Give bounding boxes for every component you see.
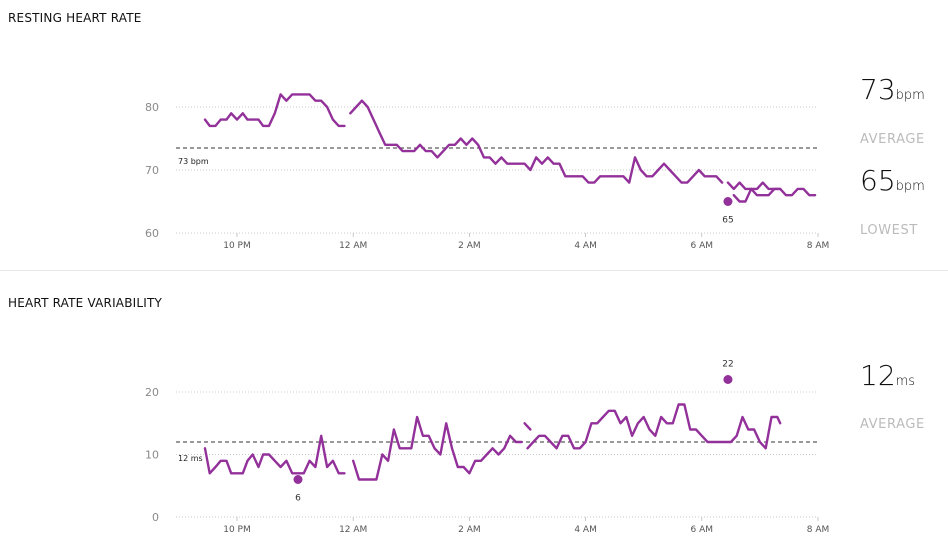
hrv-series-line [203,434,346,475]
rhr-lowest-stat: 65bpm [860,164,925,197]
rhr-x-tick-label: 8 AM [807,241,830,251]
rhr-x-tick-label: 12 AM [339,241,367,251]
hrv-marker-min-dot [293,475,303,484]
rhr-x-tick-label: 6 AM [691,241,714,251]
rhr-lowest-value: 65 [860,164,896,197]
resting-heart-rate-title: RESTING HEART RATE [8,11,142,25]
heart-rate-variability-chart: 0 10 20 10 PM 12 AM 2 AM 4 AM 6 AM 8 AM 12 ms 6 22 [145,360,830,536]
resting-heart-rate-chart: 60 70 80 10 PM 12 AM 2 AM 4 AM 6 AM 8 AM 73 bpm 65 [145,93,830,251]
rhr-x-tick-label: 4 AM [574,241,597,251]
section-divider [0,270,948,271]
rhr-x-tick-label: 2 AM [458,241,481,251]
hrv-y-tick-label: 10 [145,449,159,462]
hrv-average-stat: 12ms [860,359,915,392]
resting-heart-rate-section: RESTING HEART RATE 60 70 80 10 PM 12 AM 2 AM 4… [0,0,948,270]
rhr-average-value: 73 [860,73,896,106]
rhr-series-line [349,99,724,184]
hrv-y-tick-label: 0 [152,511,159,524]
hrv-marker-max-dot [723,375,733,384]
hrv-series-line [526,403,782,450]
rhr-y-tick-label: 70 [145,164,159,177]
hrv-series-line [523,422,532,431]
hrv-x-tick-label: 10 PM [223,525,251,535]
rhr-marker-label: 65 [722,216,733,226]
hrv-series-line [352,415,523,481]
rhr-series-line [203,93,346,128]
hrv-marker-max-label: 22 [722,360,733,370]
rhr-average-unit: bpm [895,88,925,103]
hrv-marker-min-label: 6 [295,494,301,504]
rhr-average-line-label: 73 bpm [178,157,209,166]
hrv-x-tick-label: 2 AM [458,525,481,535]
heart-rate-variability-section: HEART RATE VARIABILITY 0 10 20 10 PM 12 AM 2 … [0,270,948,550]
hrv-x-tick-label: 8 AM [807,525,830,535]
rhr-lowest-unit: bpm [895,179,925,194]
hrv-average-value: 12 [860,359,896,392]
rhr-x-tick-label: 10 PM [223,241,251,251]
rhr-average-stat: 73bpm [860,73,925,106]
hrv-average-label: AVERAGE [860,417,925,432]
hrv-x-tick-label: 6 AM [691,525,714,535]
hrv-average-line-label: 12 ms [178,454,203,463]
rhr-average-label: AVERAGE [860,132,925,147]
rhr-series-line [726,181,817,197]
hrv-x-tick-label: 4 AM [574,525,597,535]
hrv-average-unit: ms [895,374,916,389]
rhr-y-tick-label: 80 [145,101,159,114]
hrv-x-tick-label: 12 AM [339,525,367,535]
hrv-y-tick-label: 20 [145,386,159,399]
rhr-series-line [732,187,782,203]
rhr-lowest-label: LOWEST [860,223,918,238]
rhr-marker-dot [723,197,733,206]
rhr-y-tick-label: 60 [145,227,159,240]
hrv-title: HEART RATE VARIABILITY [8,296,163,310]
